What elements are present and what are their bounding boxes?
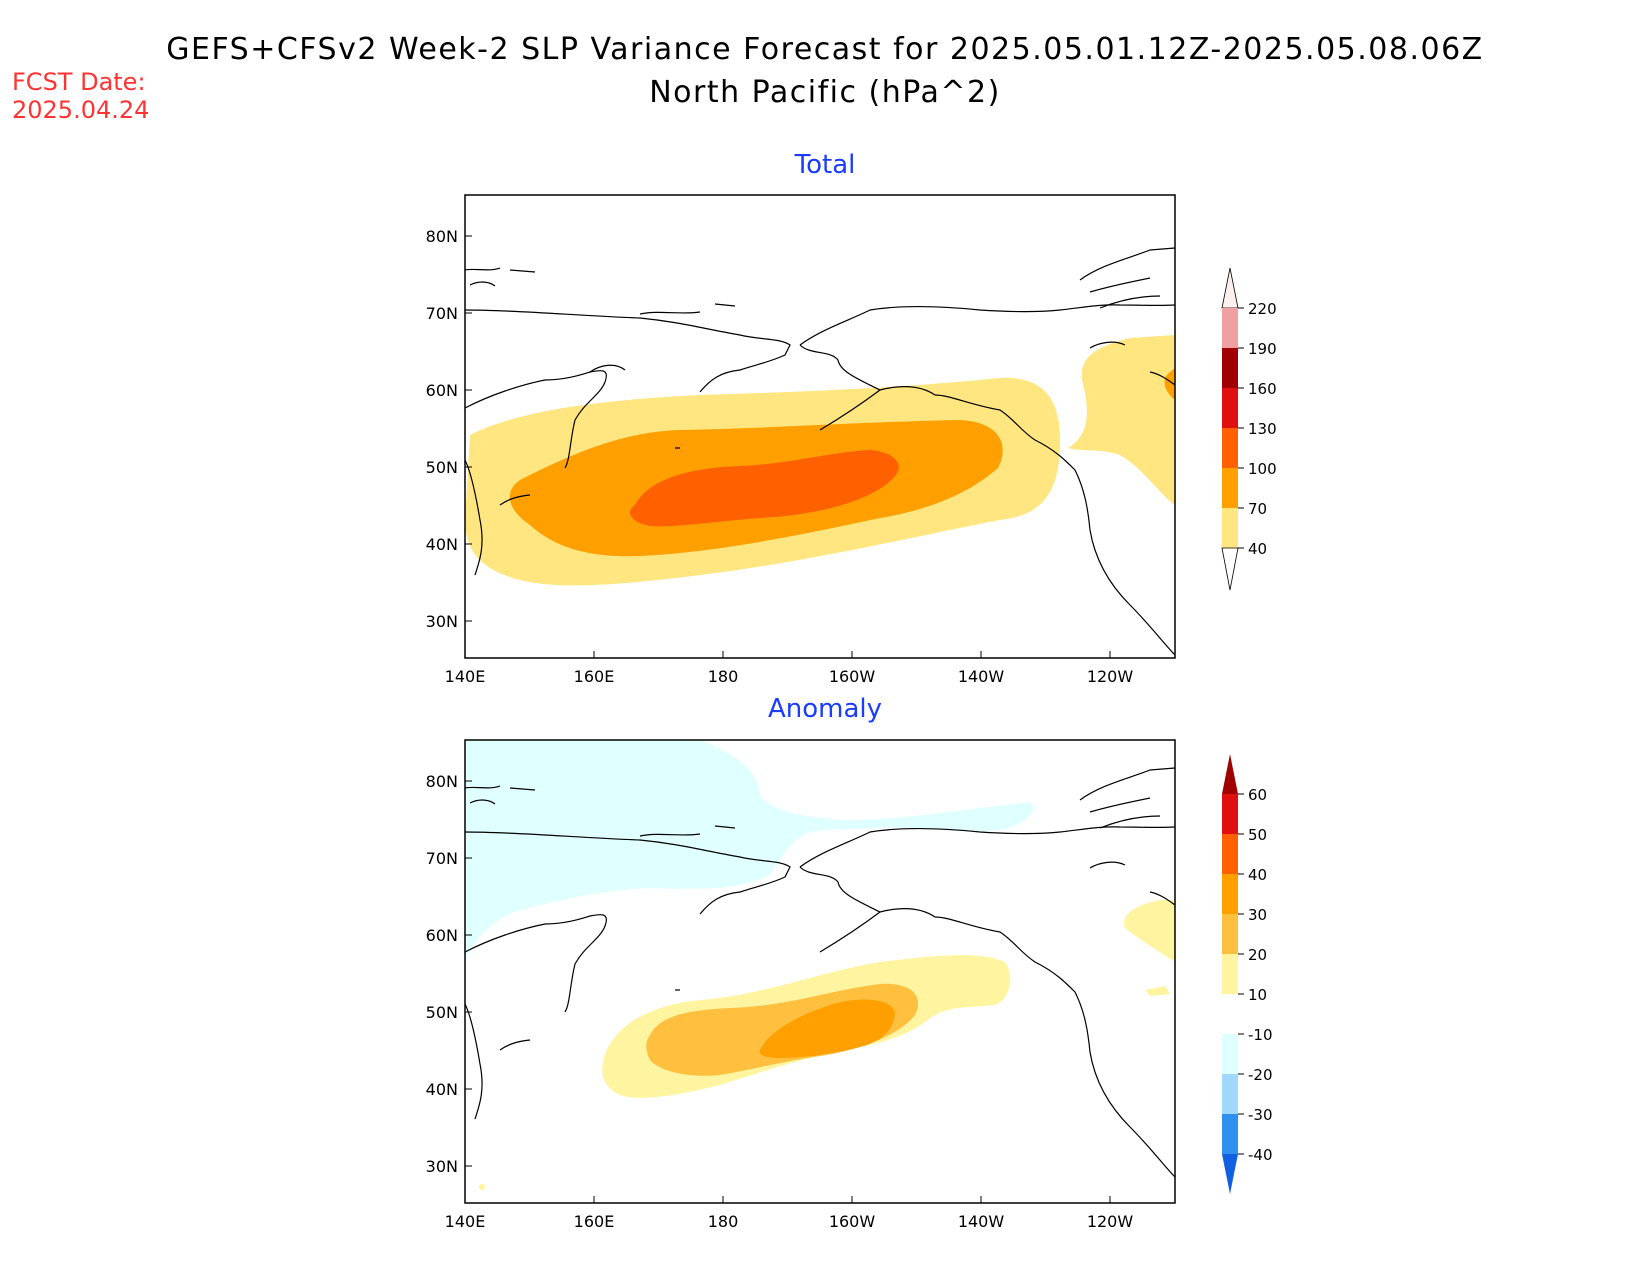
anomaly-map: 80N 70N 60N 50N 40N 30N 140E 160E 180 16… xyxy=(426,739,1273,1231)
anomaly-lat-label: 70N xyxy=(426,849,458,868)
total-lon-label: 160W xyxy=(829,667,876,686)
total-colorbar-label: 100 xyxy=(1248,460,1277,478)
total-lat-label: 60N xyxy=(426,381,458,400)
total-contour-100 xyxy=(630,450,899,527)
total-colorbar-label: 70 xyxy=(1248,500,1267,518)
total-lon-label: 180 xyxy=(708,667,739,686)
anomaly-lon-axis: 140E 160E 180 160W 140W 120W xyxy=(445,1196,1134,1231)
anomaly-colorbar-swatch xyxy=(1222,914,1238,954)
panel-title-anomaly: Anomaly xyxy=(767,694,883,724)
panel-title-total: Total xyxy=(794,150,856,180)
anomaly-colorbar-swatch xyxy=(1222,1074,1238,1114)
anomaly-colorbar-label: 30 xyxy=(1248,906,1267,924)
anomaly-lon-label: 140W xyxy=(958,1212,1005,1231)
anomaly-contour-10-spot xyxy=(1145,986,1170,996)
total-lat-label: 50N xyxy=(426,458,458,477)
anomaly-colorbar-swatch xyxy=(1222,994,1238,1034)
anomaly-lon-label: 180 xyxy=(708,1212,739,1231)
anomaly-colorbar-label: -10 xyxy=(1248,1026,1273,1044)
anomaly-colorbar-swatch xyxy=(1222,954,1238,994)
total-colorbar-label: 190 xyxy=(1248,340,1277,358)
anomaly-contour-10-east xyxy=(1124,900,1175,962)
main-title-line1: GEFS+CFSv2 Week-2 SLP Variance Forecast … xyxy=(166,32,1484,67)
anomaly-lat-label: 50N xyxy=(426,1003,458,1022)
anomaly-colorbar-label: 40 xyxy=(1248,866,1267,884)
total-colorbar-label: 130 xyxy=(1248,420,1277,438)
anomaly-lon-label: 140E xyxy=(445,1212,486,1231)
total-colorbar-swatch xyxy=(1222,508,1238,548)
anomaly-lat-label: 40N xyxy=(426,1080,458,1099)
total-contour-40-east xyxy=(1068,335,1175,505)
total-lat-label: 30N xyxy=(426,612,458,631)
total-colorbar-swatch xyxy=(1222,388,1238,428)
total-colorbar-label: 220 xyxy=(1248,300,1277,318)
total-lon-label: 140W xyxy=(958,667,1005,686)
anomaly-lat-label: 80N xyxy=(426,772,458,791)
anomaly-colorbar-bottom-arrow xyxy=(1222,1154,1238,1194)
anomaly-colorbar-label: -20 xyxy=(1248,1066,1273,1084)
anomaly-lat-label: 30N xyxy=(426,1157,458,1176)
total-colorbar-swatch xyxy=(1222,468,1238,508)
anomaly-colorbar-label: 10 xyxy=(1248,986,1267,1004)
anomaly-contour-neg10 xyxy=(465,740,1034,960)
fcst-date-label: FCST Date: xyxy=(12,68,146,96)
total-lon-axis: 140E 160E 180 160W 140W 120W xyxy=(445,651,1134,686)
total-colorbar-label: 160 xyxy=(1248,380,1277,398)
total-colorbar: 220 190 160 130 100 70 40 xyxy=(1221,267,1277,591)
total-contour-70-east xyxy=(1164,368,1175,400)
anomaly-colorbar-swatch xyxy=(1222,794,1238,834)
anomaly-lon-label: 160W xyxy=(829,1212,876,1231)
anomaly-colorbar-top-arrow xyxy=(1222,754,1238,794)
anomaly-colorbar-swatch xyxy=(1222,1114,1238,1154)
anomaly-lon-label: 160E xyxy=(574,1212,615,1231)
total-coastlines xyxy=(465,247,1175,656)
anomaly-colorbar-label: -40 xyxy=(1248,1146,1273,1164)
main-title-line2: North Pacific (hPa^2) xyxy=(649,75,1001,110)
total-colorbar-swatch xyxy=(1222,428,1238,468)
anomaly-colorbar-label: 60 xyxy=(1248,786,1267,804)
total-colorbar-swatch xyxy=(1222,348,1238,388)
anomaly-contour-30 xyxy=(759,999,895,1058)
total-colorbar-label: 40 xyxy=(1248,540,1267,558)
total-colorbar-top-arrow xyxy=(1221,267,1239,309)
total-lon-label: 120W xyxy=(1087,667,1134,686)
anomaly-colorbar-label: -30 xyxy=(1248,1106,1273,1124)
total-lat-label: 80N xyxy=(426,227,458,246)
total-lon-label: 140E xyxy=(445,667,486,686)
total-lat-label: 70N xyxy=(426,304,458,323)
total-map: 80N 70N 60N 50N 40N 30N 140E 160E 180 16… xyxy=(426,194,1277,686)
total-lat-label: 40N xyxy=(426,535,458,554)
total-lon-label: 160E xyxy=(574,667,615,686)
anomaly-colorbar-swatch xyxy=(1222,874,1238,914)
anomaly-colorbar-label: 20 xyxy=(1248,946,1267,964)
anomaly-colorbar-label: 50 xyxy=(1248,826,1267,844)
fcst-date-value: 2025.04.24 xyxy=(12,96,150,124)
anomaly-coastlines xyxy=(465,767,1175,1178)
total-colorbar-bottom-arrow xyxy=(1221,547,1239,591)
anomaly-lon-label: 120W xyxy=(1087,1212,1134,1231)
total-lat-axis: 80N 70N 60N 50N 40N 30N xyxy=(426,227,472,631)
anomaly-lat-axis: 80N 70N 60N 50N 40N 30N xyxy=(426,772,472,1176)
anomaly-colorbar: 60 50 40 30 20 10 -10 -20 -30 -40 xyxy=(1222,754,1273,1194)
total-colorbar-swatch xyxy=(1222,308,1238,348)
anomaly-colorbar-swatch xyxy=(1222,834,1238,874)
anomaly-colorbar-swatch xyxy=(1222,1034,1238,1074)
anomaly-lat-label: 60N xyxy=(426,926,458,945)
